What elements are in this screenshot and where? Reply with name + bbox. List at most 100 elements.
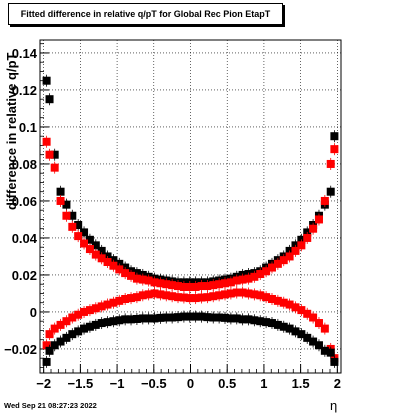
data-point [232,276,241,285]
data-point [297,306,306,315]
data-point [174,282,183,291]
data-point [74,221,83,229]
data-point [138,291,147,300]
data-point [168,292,177,301]
data-point [127,294,136,303]
data-point [150,278,159,287]
data-point [267,263,276,272]
data-point [150,314,159,323]
data-point [273,320,282,329]
data-point [121,315,130,324]
x-tick-label: −1.5 [68,376,94,391]
data-point [97,246,106,255]
data-point [174,313,183,322]
data-point [197,282,206,291]
x-tick-label: 0.5 [218,376,236,391]
data-point [62,200,71,209]
data-point [250,316,259,325]
x-tick-label: 2 [334,376,341,391]
x-tick-label: −1 [110,376,125,391]
data-point [109,317,118,326]
data-point [103,300,112,309]
y-tick-label: 0.08 [12,157,37,172]
x-tick-label: −0.5 [141,376,167,391]
data-point [267,295,276,303]
data-point [115,265,124,274]
data-point [209,313,218,322]
data-point [91,241,100,250]
data-point [226,314,235,323]
data-point [50,150,59,159]
data-point [232,288,241,297]
data-point [42,76,51,85]
data-point [197,312,206,321]
data-point [56,320,65,329]
y-tick-label: −0.02 [4,342,37,357]
data-point [297,241,306,250]
data-point [56,187,65,196]
data-point [303,333,312,342]
data-point [262,267,271,276]
data-point [250,290,259,299]
data-point [309,313,318,322]
x-tick-label: 1 [260,376,267,391]
data-point [174,293,183,302]
data-point [279,298,288,307]
x-tick-label: −2 [36,376,51,391]
data-point [45,346,54,355]
data-point [262,293,271,302]
data-point [215,280,224,289]
data-point [303,309,312,318]
data-point [279,256,288,265]
data-point [238,275,247,284]
data-point [326,348,335,357]
data-point [115,316,124,325]
data-point [74,327,83,336]
data-point [197,293,206,302]
data-point [162,313,171,322]
data-point [97,319,106,328]
data-point [144,276,153,285]
data-point [191,282,200,291]
data-point [273,259,282,268]
data-point [256,317,265,326]
data-point [314,215,323,224]
data-point [209,292,218,301]
data-point [45,330,54,339]
data-point [191,312,200,321]
data-point [273,296,282,305]
data-point [238,288,247,297]
data-point [221,290,230,299]
y-tick-label: 0.14 [12,46,38,61]
data-point [209,281,218,290]
data-point [74,310,83,319]
data-point [150,289,159,298]
data-point [179,282,188,291]
data-point [109,298,118,307]
data-point [50,163,59,172]
data-point [215,313,224,322]
data-point [156,313,165,322]
data-point [50,324,59,333]
data-point [162,291,171,300]
data-point [226,289,235,298]
data-point [330,145,339,154]
data-point [244,289,253,298]
data-point [42,357,51,366]
data-point [132,314,141,323]
data-point [285,324,294,333]
data-point [56,337,65,346]
x-axis-label: η [330,398,338,413]
data-point [309,224,318,233]
data-point [138,314,147,323]
data-point [185,282,194,291]
data-point [297,330,306,339]
data-point [221,279,230,288]
data-point [62,333,71,342]
y-tick-label: 0.06 [12,194,37,209]
data-point [279,322,288,331]
data-point [326,159,335,168]
data-point [121,295,130,303]
data-point [320,346,329,355]
